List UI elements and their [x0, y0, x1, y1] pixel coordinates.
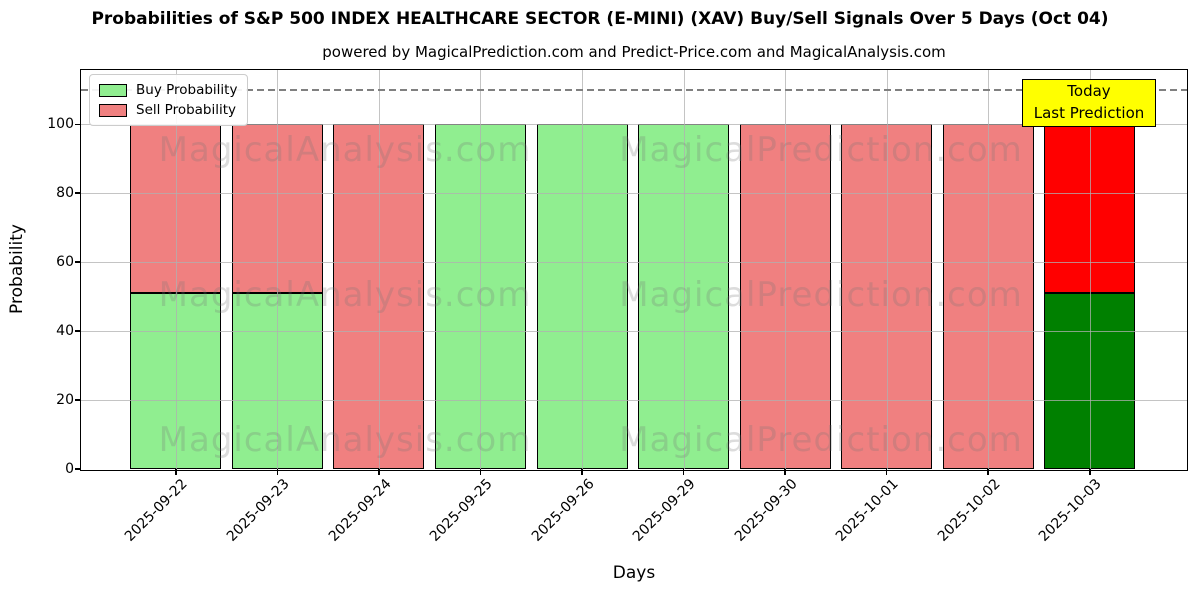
x-tick-label: 2025-09-26 — [528, 476, 598, 545]
y-tick-label: 0 — [65, 461, 74, 477]
gridline-horizontal — [81, 124, 1187, 126]
x-tick-label: 2025-09-23 — [223, 476, 293, 545]
x-tick-mark — [378, 469, 380, 475]
x-tick-mark — [1089, 469, 1091, 475]
legend-swatch-buy — [99, 84, 127, 97]
x-tick-mark — [987, 469, 989, 475]
x-tick-mark — [885, 469, 888, 475]
x-tick-label: 2025-09-22 — [122, 476, 192, 545]
x-tick-label: 2025-10-01 — [833, 476, 902, 545]
today-annotation-line1: Today — [1067, 82, 1111, 100]
gridline-vertical — [378, 70, 380, 469]
x-tick-label: 2025-09-29 — [630, 476, 699, 545]
y-tick-label: 60 — [56, 254, 74, 271]
y-tick-mark — [74, 123, 81, 126]
y-tick-label: 100 — [47, 116, 74, 133]
today-annotation: Today Last Prediction — [1022, 79, 1156, 127]
gridline-vertical — [683, 70, 685, 469]
chart-title: Probabilities of S&P 500 INDEX HEALTHCAR… — [91, 9, 1109, 29]
chart-subtitle: powered by MagicalPrediction.com and Pre… — [322, 43, 946, 61]
x-axis-label: Days — [612, 563, 656, 583]
x-tick-label: 2025-10-02 — [934, 476, 1004, 545]
gridline-horizontal — [81, 193, 1187, 195]
x-tick-mark — [784, 469, 786, 475]
gridline-vertical — [175, 70, 177, 469]
x-tick-mark — [175, 469, 177, 475]
gridline-horizontal — [81, 331, 1187, 333]
gridline-vertical — [582, 70, 583, 469]
gridline-horizontal — [81, 262, 1187, 264]
y-tick-mark — [74, 192, 81, 194]
legend-swatch-sell — [99, 104, 127, 117]
x-tick-mark — [581, 469, 583, 475]
gridline-vertical — [277, 70, 279, 469]
y-tick-label: 80 — [56, 185, 74, 202]
plot-area: MagicalAnalysis.com MagicalPrediction.com… — [81, 70, 1187, 469]
y-tick-mark — [74, 399, 81, 401]
gridline-vertical — [1089, 70, 1091, 469]
gridline-vertical — [785, 70, 787, 469]
gridline-vertical — [886, 70, 888, 469]
gridline-vertical — [480, 70, 482, 469]
legend-item-buy: Buy Probability — [99, 83, 237, 98]
x-tick-mark — [682, 469, 685, 475]
x-tick-mark — [276, 469, 279, 475]
legend-item-sell: Sell Probability — [99, 103, 237, 118]
x-tick-label: 2025-09-25 — [426, 476, 496, 545]
dashed-threshold-line — [81, 88, 1187, 91]
y-tick-label: 40 — [56, 323, 74, 340]
x-tick-mark — [479, 469, 482, 475]
x-tick-label: 2025-09-30 — [731, 476, 801, 545]
today-annotation-line2: Last Prediction — [1033, 103, 1145, 122]
legend: Buy Probability Sell Probability — [89, 74, 249, 126]
gridline-vertical — [988, 70, 990, 469]
y-tick-mark — [74, 330, 81, 332]
y-tick-label: 20 — [56, 392, 74, 409]
x-tick-label: 2025-09-24 — [325, 476, 395, 545]
gridline-horizontal — [81, 400, 1187, 402]
legend-label-sell: Sell Probability — [136, 102, 237, 118]
x-tick-label: 2025-10-03 — [1036, 476, 1106, 545]
y-tick-mark — [74, 261, 81, 263]
y-tick-mark — [74, 468, 81, 470]
legend-label-buy: Buy Probability — [136, 82, 238, 98]
